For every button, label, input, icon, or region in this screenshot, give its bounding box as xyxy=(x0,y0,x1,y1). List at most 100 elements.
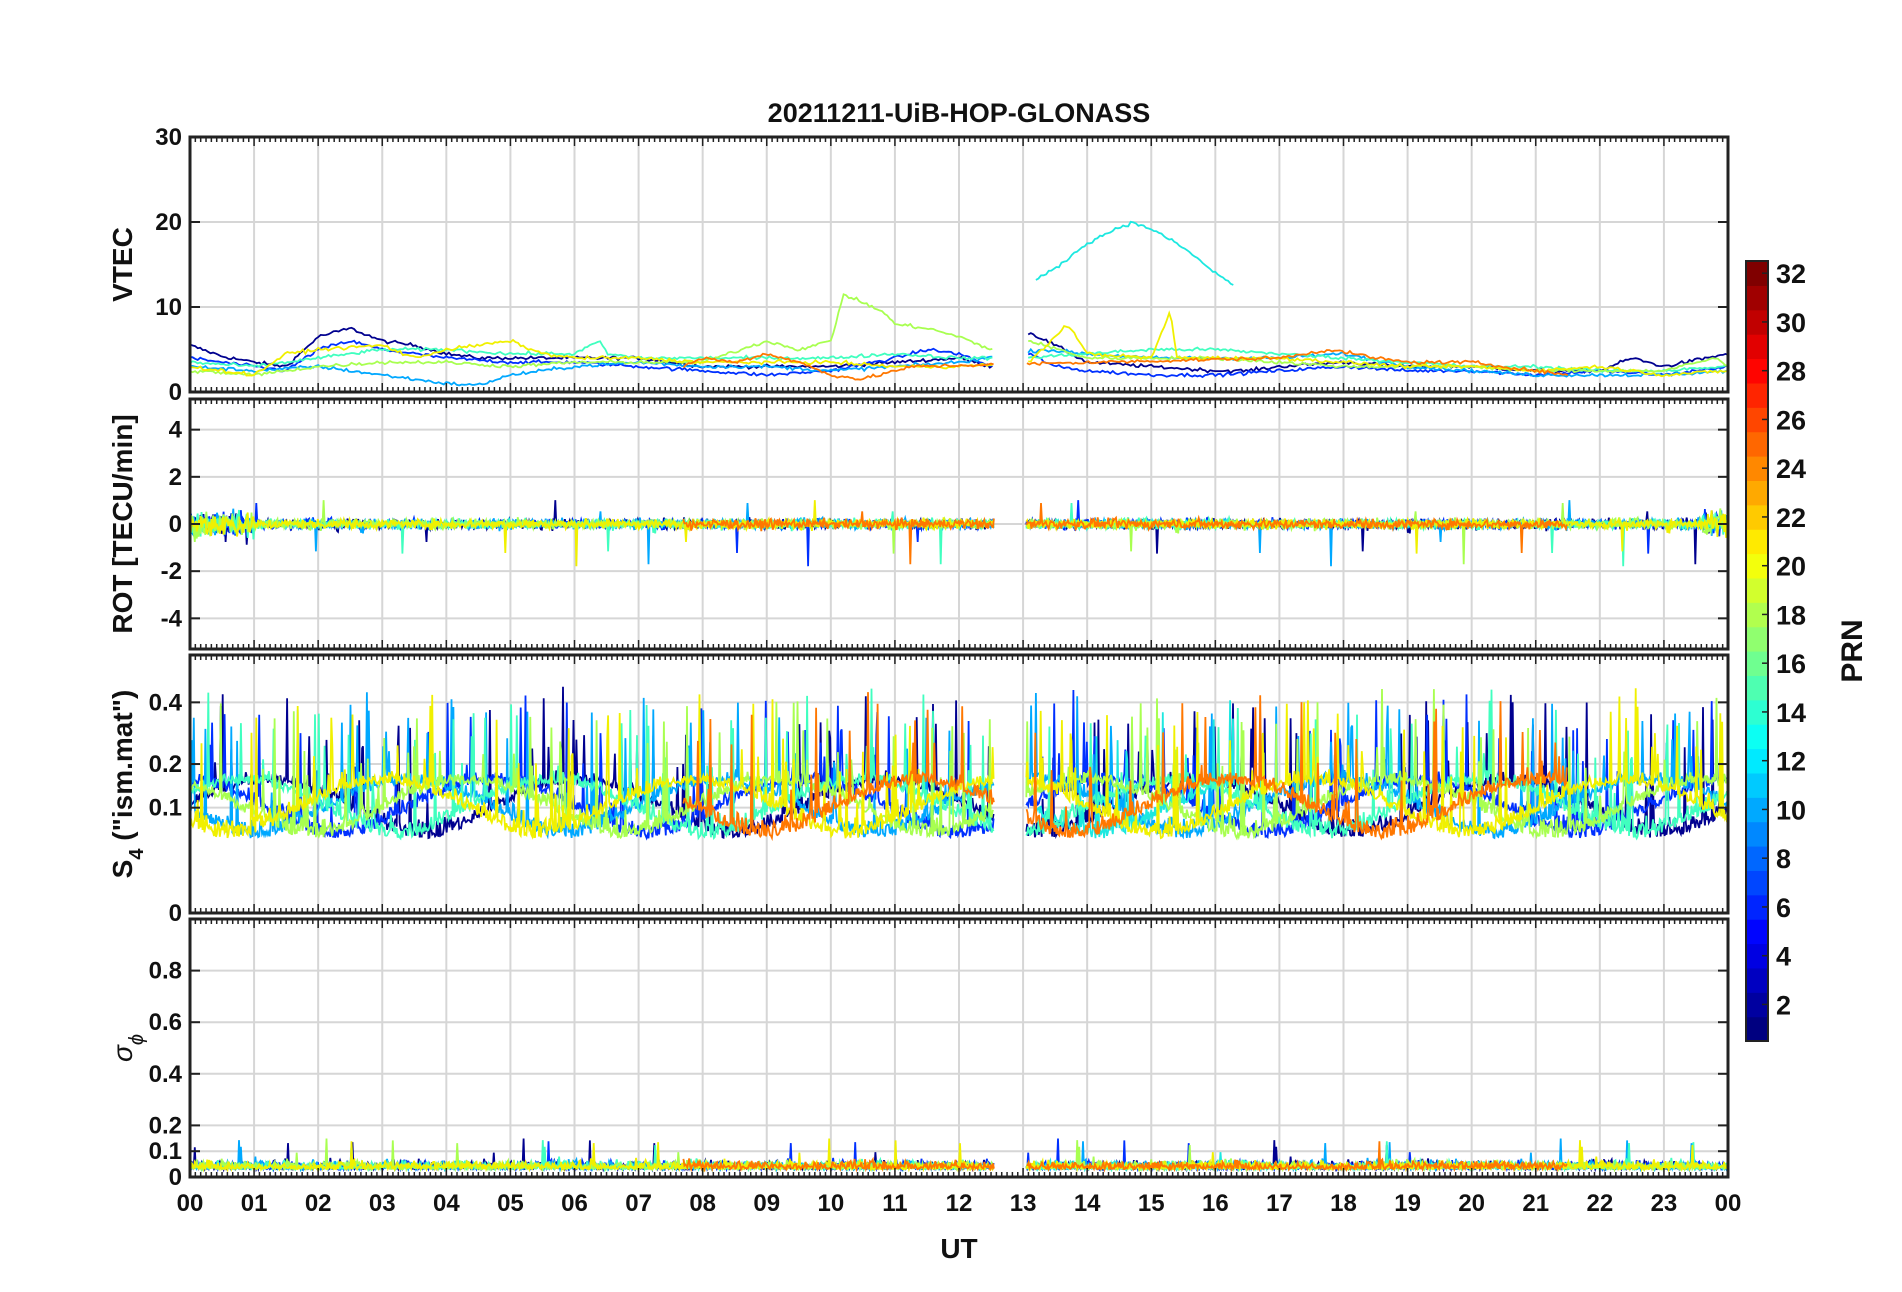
colorbar-cell xyxy=(1746,382,1768,408)
colorbar-tick-label: 28 xyxy=(1776,357,1806,387)
trace-prn-24-sigma-phi xyxy=(1026,1141,1568,1173)
x-tick-label: 00 xyxy=(1715,1190,1742,1217)
y-tick-label: 0 xyxy=(169,900,182,927)
colorbar-cell xyxy=(1746,748,1768,774)
y-label-sub: ϕ xyxy=(126,1034,148,1045)
panel-frame xyxy=(188,653,1730,915)
colorbar-label: PRN xyxy=(1836,619,1869,682)
panel-vtec: 0 10 20 30 VTEC xyxy=(107,124,1730,406)
trace-prn-20-rot xyxy=(190,500,995,567)
trace-prn-14-vtec xyxy=(190,340,993,368)
y-axis-label-sigma-phi: σϕ xyxy=(107,1034,148,1062)
colorbar-cell xyxy=(1746,870,1768,896)
trace-prn-24-vtec xyxy=(682,352,994,381)
colorbar-tick-label: 14 xyxy=(1776,698,1806,728)
colorbar-cell xyxy=(1746,626,1768,652)
x-tick-label: 06 xyxy=(561,1190,588,1217)
x-tick-label: 11 xyxy=(882,1190,907,1217)
panel-traces xyxy=(190,220,1728,387)
x-tick-label: 04 xyxy=(433,1190,460,1217)
x-tick-label: 14 xyxy=(1074,1190,1101,1217)
y-axis-label-vtec: VTEC xyxy=(107,227,138,302)
trace-prn-13-vtec xyxy=(1035,220,1234,286)
x-tick-label: 12 xyxy=(946,1190,973,1217)
trace-prn-24-vtec xyxy=(1026,349,1569,377)
x-tick-label: 16 xyxy=(1202,1190,1229,1217)
colorbar-cell xyxy=(1746,724,1768,750)
colorbar-cell xyxy=(1746,334,1768,360)
colorbar-cell xyxy=(1746,992,1768,1018)
colorbar-cell xyxy=(1746,602,1768,628)
colorbar-tick-label: 30 xyxy=(1776,308,1806,338)
y-axis-label-rot: ROT [TECU/min] xyxy=(107,414,138,633)
colorbar-cell xyxy=(1746,846,1768,871)
x-tick-label: 08 xyxy=(689,1190,716,1217)
y-tick-label: 0.2 xyxy=(149,751,182,778)
x-tick-label: 21 xyxy=(1522,1190,1549,1217)
y-tick-label: 30 xyxy=(155,124,182,151)
colorbar-tick-label: 12 xyxy=(1776,747,1806,777)
colorbar-cell xyxy=(1746,529,1768,555)
x-tick-label: 13 xyxy=(1010,1190,1037,1217)
x-tick-label: 22 xyxy=(1586,1190,1613,1217)
trace-prn-14-s4 xyxy=(190,688,995,841)
x-tick-label: 07 xyxy=(625,1190,652,1217)
trace-prn-24-s4 xyxy=(1025,695,1568,841)
colorbar-cell xyxy=(1746,919,1768,945)
x-tick-label: 02 xyxy=(305,1190,332,1217)
y-tick-label: 2 xyxy=(169,464,182,491)
x-tick-label: 01 xyxy=(241,1190,268,1217)
trace-prn-20-vtec xyxy=(190,338,993,377)
y-axis-label-s4: S4 ("ism.mat") xyxy=(107,690,148,879)
y-tick-label: 10 xyxy=(155,294,182,321)
y-tick-label: 0.8 xyxy=(149,958,182,985)
colorbar-cell xyxy=(1746,967,1768,993)
colorbar-cell xyxy=(1746,261,1768,286)
x-axis-label: UT xyxy=(940,1233,977,1264)
trace-prn-24-rot xyxy=(682,511,995,565)
colorbar-cell xyxy=(1746,358,1768,384)
x-tick-label: 19 xyxy=(1394,1190,1421,1217)
trace-prn-11-vtec xyxy=(190,355,993,387)
y-tick-label: 0 xyxy=(169,511,182,538)
trace-prn-20-s4 xyxy=(1025,688,1728,840)
chart-title: 20211211-UiB-HOP-GLONASS xyxy=(768,98,1151,128)
colorbar-cell xyxy=(1746,577,1768,603)
y-tick-label: 0 xyxy=(169,1164,182,1191)
trace-prn-14-s4 xyxy=(1025,689,1728,841)
x-tick-label: 18 xyxy=(1330,1190,1357,1217)
colorbar-cell xyxy=(1746,1016,1768,1042)
colorbar-cell xyxy=(1746,553,1768,579)
panel-frame xyxy=(188,917,1730,1179)
panel-sigma-phi: 00.10.2 0.4 0.6 0.8 σϕ 00 01 02 03 04 05 06 07 08 09 10… xyxy=(107,917,1742,1217)
colorbar-tick-label: 16 xyxy=(1776,649,1806,679)
trace-prn-20-sigma-phi xyxy=(190,1138,995,1173)
colorbar-cell xyxy=(1746,309,1768,335)
colorbar-tick-label: 18 xyxy=(1776,600,1806,630)
y-tick-label: 0.2 xyxy=(149,1112,182,1139)
x-tick-label: 03 xyxy=(369,1190,396,1217)
y-tick-label: 0.1 xyxy=(149,1138,182,1165)
trace-prn-24-rot xyxy=(1025,502,1568,554)
y-tick-label: 0 xyxy=(169,379,182,406)
panel-frame xyxy=(188,397,1730,651)
colorbar-cell xyxy=(1746,797,1768,823)
x-tick-label: 23 xyxy=(1651,1190,1678,1217)
colorbar-cell xyxy=(1746,943,1768,969)
colorbar-tick-label: 22 xyxy=(1776,503,1806,533)
y-label-sub: 4 xyxy=(126,848,148,860)
y-label-rest: ("ism.mat") xyxy=(107,690,138,849)
trace-prn-17-s4 xyxy=(1025,688,1728,841)
y-tick-label: 20 xyxy=(155,209,182,236)
colorbar-tick-label: 26 xyxy=(1776,405,1806,435)
x-tick-label: 00 xyxy=(177,1190,204,1217)
colorbar-cell xyxy=(1746,407,1768,433)
colorbar-cell xyxy=(1746,894,1768,920)
colorbar-cell xyxy=(1746,504,1768,530)
y-tick-label: 0.4 xyxy=(149,1061,183,1088)
x-tick-label: 17 xyxy=(1266,1190,1293,1217)
colorbar-frame xyxy=(1745,260,1769,1042)
colorbar-cell xyxy=(1746,480,1768,506)
